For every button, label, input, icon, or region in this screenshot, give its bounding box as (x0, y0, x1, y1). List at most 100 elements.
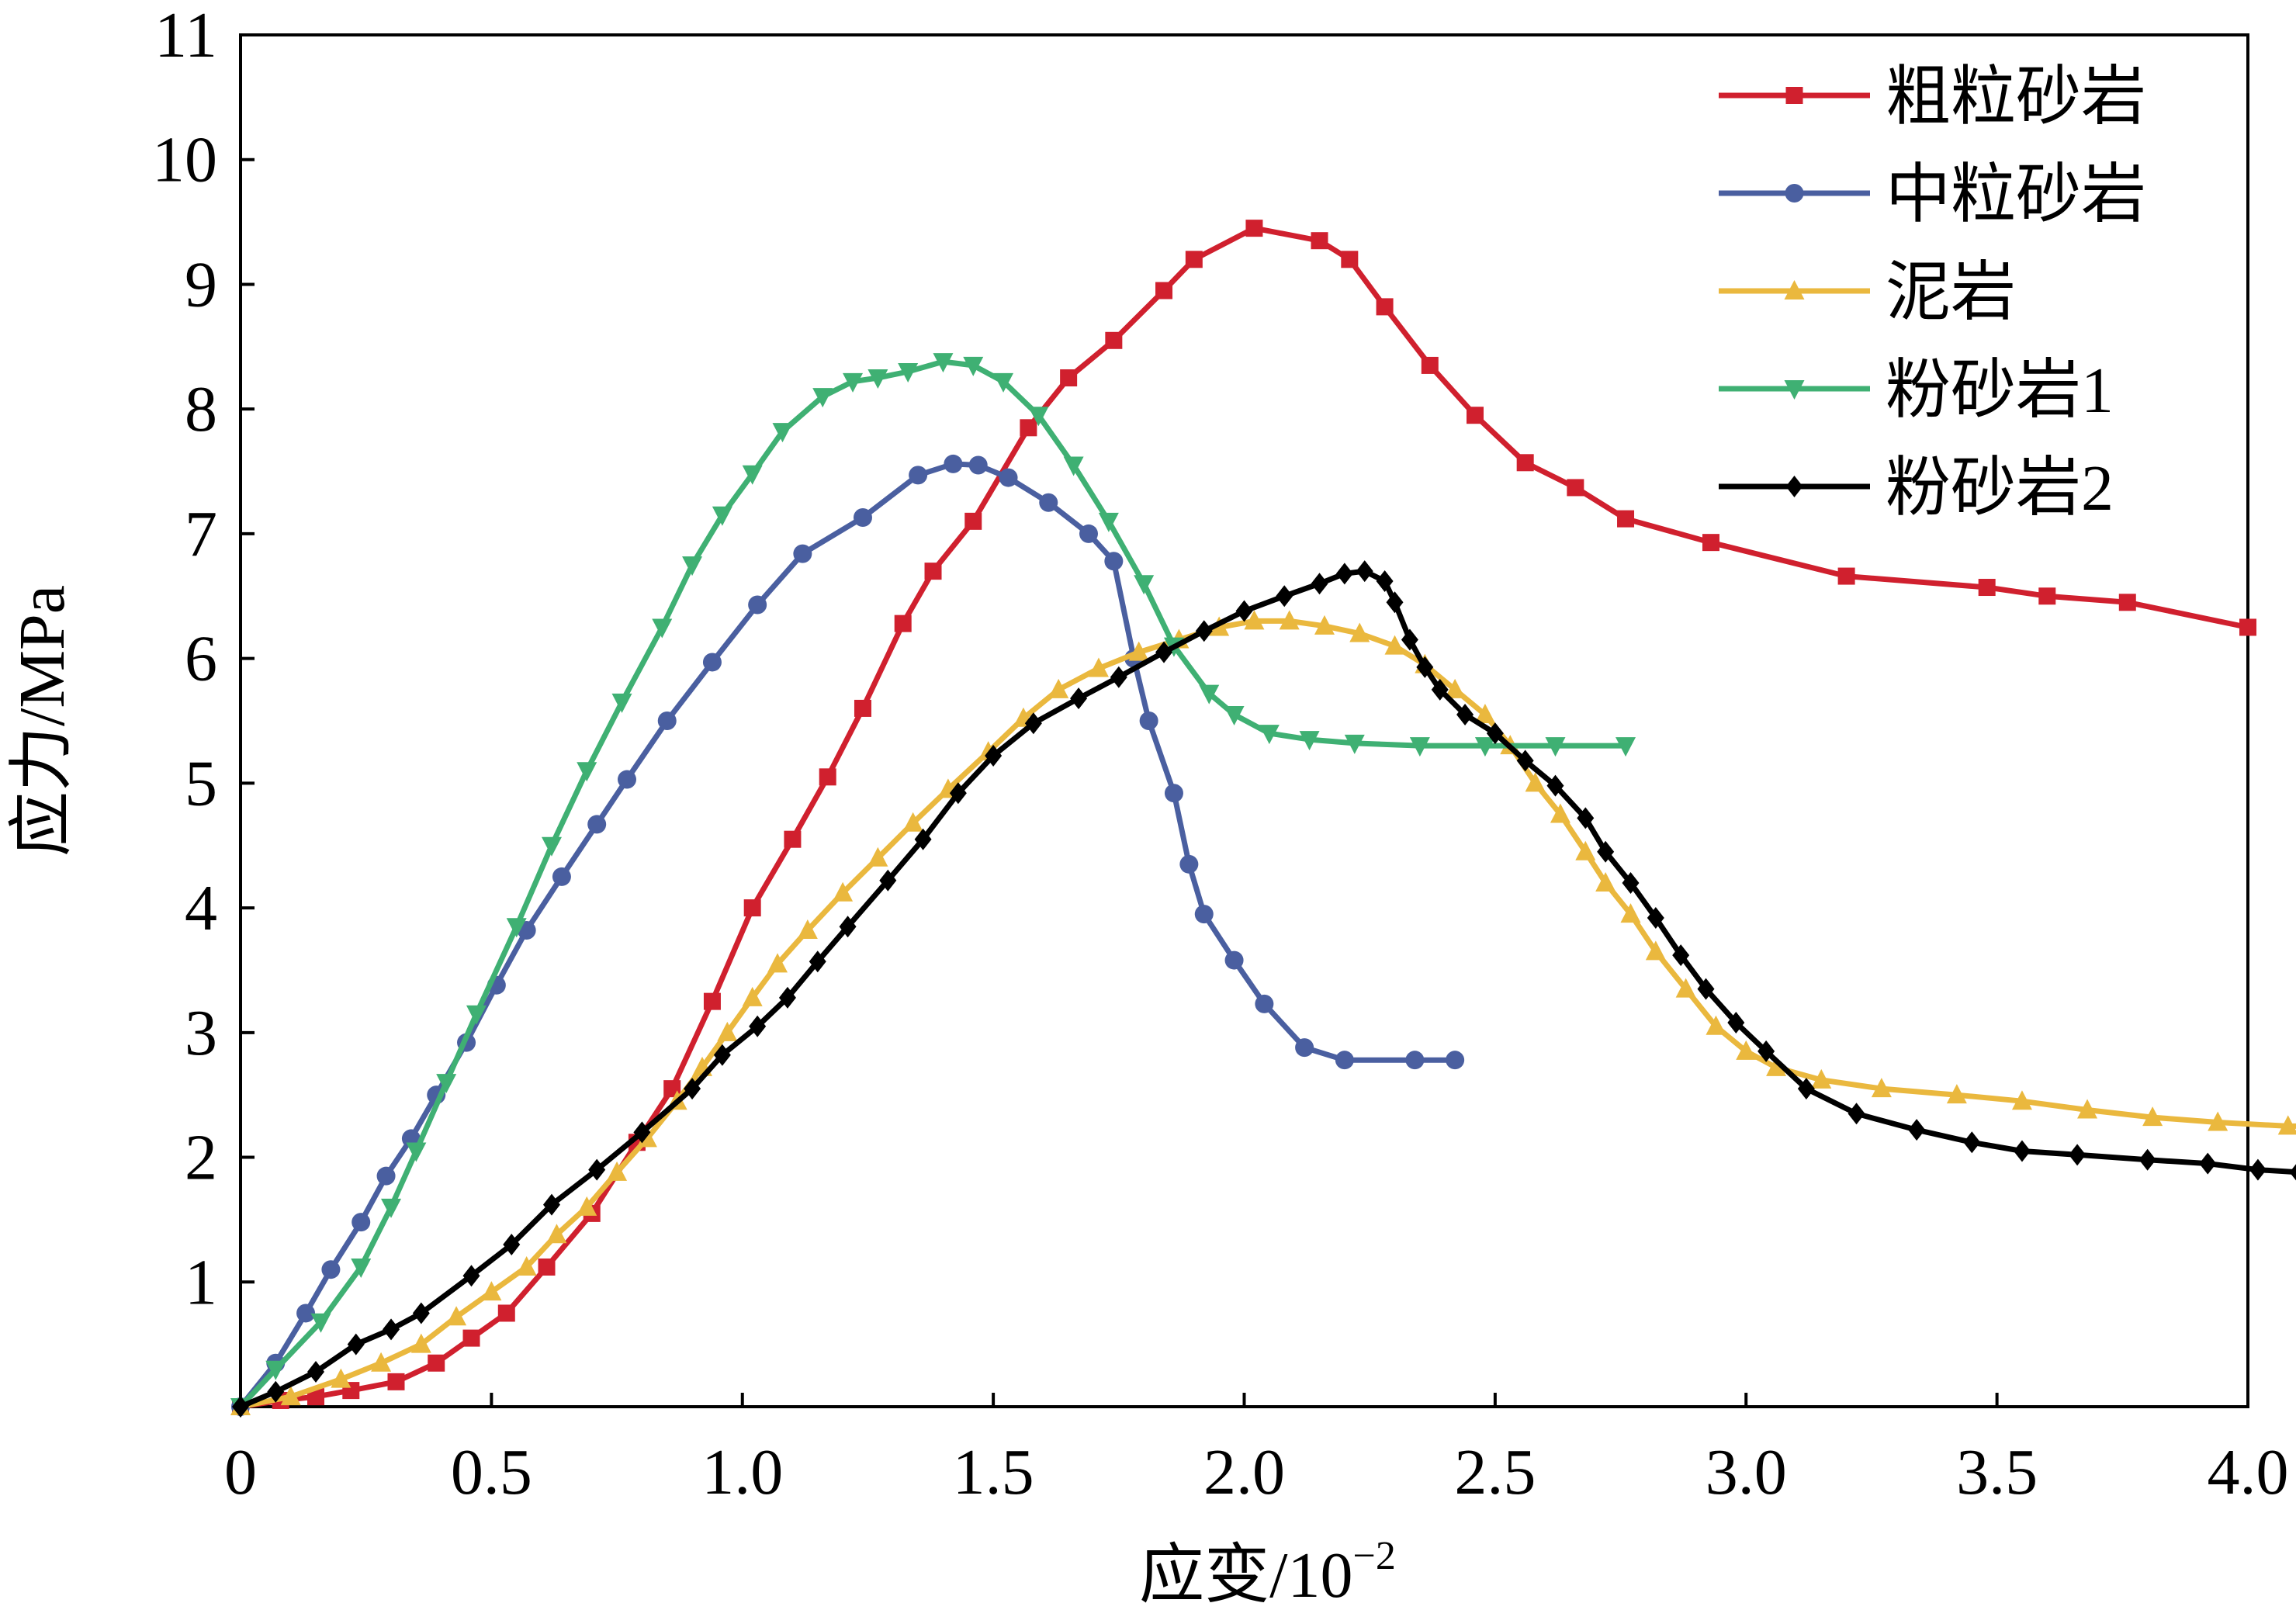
data-point (412, 1302, 430, 1324)
data-point (2208, 1111, 2228, 1131)
data-point (2011, 1090, 2032, 1110)
data-point (702, 653, 722, 672)
data-point (712, 506, 732, 526)
data-point (1185, 251, 1203, 268)
data-point (497, 1304, 515, 1322)
data-point (1647, 906, 1664, 929)
y-axis-label: 应力/MPa (6, 585, 78, 857)
data-point (611, 693, 632, 713)
data-point (1946, 1084, 1967, 1104)
data-point (1179, 854, 1199, 874)
data-point (1079, 524, 1099, 543)
data-point (2138, 1148, 2156, 1171)
data-point (267, 1380, 285, 1403)
legend-marker (1785, 184, 1804, 203)
data-point (1409, 737, 1430, 757)
data-point (307, 1388, 325, 1406)
data-point (462, 1329, 480, 1347)
data-point (1727, 1011, 1745, 1034)
legend-label: 泥岩 (1886, 257, 2016, 329)
data-point (436, 1074, 457, 1094)
data-point (296, 1304, 316, 1323)
data-point (1978, 579, 1996, 597)
data-point (924, 563, 942, 580)
data-point (410, 1333, 431, 1353)
data-point (2277, 1115, 2296, 1135)
data-point (682, 556, 703, 576)
data-point (351, 1258, 372, 1278)
x-tick-label: 1.0 (701, 1436, 783, 1508)
data-point (1706, 1015, 1726, 1035)
data-point (1235, 600, 1253, 622)
data-point (232, 1396, 249, 1418)
data-point (1195, 620, 1213, 642)
data-point (1088, 657, 1109, 677)
y-tick-label: 6 (185, 623, 217, 695)
legend-item: 粗粒砂岩 (1719, 61, 2146, 133)
data-point (1194, 905, 1214, 924)
data-point (481, 1281, 502, 1301)
data-point (867, 369, 888, 389)
data-point (1837, 567, 1855, 585)
data-point (1675, 978, 1696, 998)
data-point (1105, 331, 1123, 349)
data-point (1341, 251, 1359, 268)
data-point (280, 1386, 301, 1406)
data-point (812, 388, 833, 408)
data-point (749, 1015, 767, 1037)
data-point (1575, 840, 1596, 860)
data-point (1128, 641, 1149, 661)
data-point (833, 881, 854, 902)
data-point (331, 1368, 351, 1388)
data-point (2249, 1158, 2267, 1181)
data-point (879, 869, 897, 892)
legend-marker (1785, 87, 1803, 104)
data-point (652, 618, 673, 639)
data-point (1356, 560, 1373, 583)
data-point (310, 1313, 331, 1333)
data-point (538, 1258, 556, 1276)
legend-marker (1785, 476, 1803, 497)
data-point (963, 356, 984, 376)
data-point (2118, 594, 2136, 611)
y-tick-label: 10 (152, 124, 217, 196)
data-point (633, 1121, 651, 1144)
data-point (1421, 356, 1439, 374)
data-point (1224, 705, 1245, 725)
data-point (964, 512, 982, 530)
data-point (1039, 493, 1058, 512)
data-point (1295, 1038, 1314, 1058)
data-point (607, 1161, 628, 1181)
data-point (1516, 750, 1534, 772)
data-point (1104, 552, 1124, 571)
x-axis-label: 应变/10−2 (1139, 1534, 1396, 1610)
data-point (1276, 585, 1293, 608)
data-point (1595, 871, 1616, 892)
axis-ticks: 0 0.5 1.0 1.5 2.0 2.5 3.0 3.5 4.0 1 2 3 4 5 6 7 8 9 10 11 (152, 0, 2289, 1508)
data-point (1848, 1103, 1865, 1125)
data-point (949, 782, 967, 805)
data-point (2077, 1099, 2098, 1119)
y-tick-label: 7 (185, 498, 217, 570)
series-layer (230, 220, 2296, 1418)
data-point (2239, 618, 2256, 636)
data-point (1431, 678, 1449, 701)
data-point (1550, 803, 1570, 823)
data-point (1446, 1051, 1465, 1070)
x-tick-label: 2.5 (1454, 1436, 1536, 1508)
data-point (1757, 1040, 1775, 1062)
data-point (1697, 978, 1715, 1000)
data-point (552, 867, 571, 886)
legend-label: 粉砂岩2 (1886, 452, 2114, 525)
data-point (1871, 1078, 1892, 1098)
data-point (587, 815, 607, 834)
data-point (1401, 628, 1418, 651)
data-point (968, 455, 988, 475)
data-point (577, 762, 597, 782)
data-point (1279, 610, 1300, 630)
x-tick-label: 0.5 (451, 1436, 532, 1508)
x-tick-label: 4.0 (2208, 1436, 2289, 1508)
data-point (703, 992, 721, 1010)
data-point (1474, 703, 1495, 723)
